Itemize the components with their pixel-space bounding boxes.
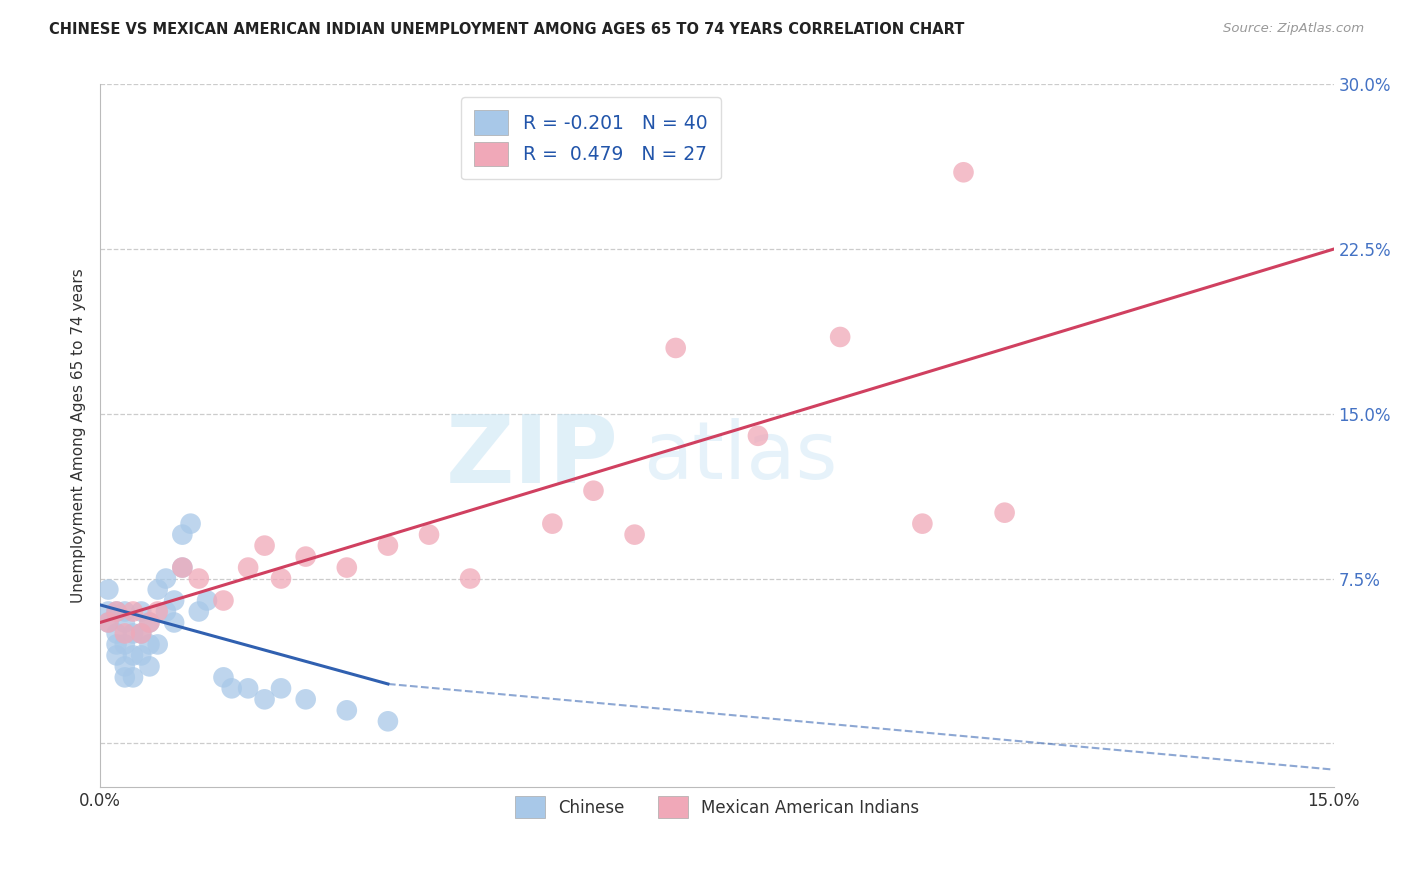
Point <box>114 605 136 619</box>
Point <box>180 516 202 531</box>
Point <box>155 605 177 619</box>
Point <box>294 692 316 706</box>
Point <box>336 703 359 717</box>
Point <box>952 165 974 179</box>
Point <box>253 539 276 553</box>
Point <box>105 648 128 663</box>
Point <box>129 648 152 663</box>
Point <box>195 593 218 607</box>
Point <box>163 615 186 630</box>
Point <box>747 429 769 443</box>
Point <box>114 659 136 673</box>
Point <box>129 626 152 640</box>
Point <box>129 626 152 640</box>
Point <box>146 605 169 619</box>
Point <box>253 692 276 706</box>
Point <box>187 605 209 619</box>
Point <box>114 670 136 684</box>
Point <box>155 572 177 586</box>
Point <box>212 670 235 684</box>
Point <box>994 506 1017 520</box>
Point <box>146 637 169 651</box>
Point <box>105 605 128 619</box>
Point <box>97 582 120 597</box>
Text: CHINESE VS MEXICAN AMERICAN INDIAN UNEMPLOYMENT AMONG AGES 65 TO 74 YEARS CORREL: CHINESE VS MEXICAN AMERICAN INDIAN UNEMP… <box>49 22 965 37</box>
Point <box>163 593 186 607</box>
Point <box>236 560 259 574</box>
Point <box>97 615 120 630</box>
Point <box>97 615 120 630</box>
Point <box>270 572 292 586</box>
Point <box>114 626 136 640</box>
Point <box>377 714 399 729</box>
Point <box>114 615 136 630</box>
Point <box>138 615 160 630</box>
Point <box>336 560 359 574</box>
Text: atlas: atlas <box>643 417 837 496</box>
Point <box>418 527 440 541</box>
Point <box>114 637 136 651</box>
Text: Source: ZipAtlas.com: Source: ZipAtlas.com <box>1223 22 1364 36</box>
Point <box>582 483 605 498</box>
Point <box>172 560 194 574</box>
Point <box>172 527 194 541</box>
Point <box>105 626 128 640</box>
Point <box>911 516 934 531</box>
Point <box>377 539 399 553</box>
Point <box>146 582 169 597</box>
Text: ZIP: ZIP <box>446 411 619 503</box>
Point <box>187 572 209 586</box>
Point <box>97 605 120 619</box>
Point <box>294 549 316 564</box>
Point <box>623 527 645 541</box>
Point <box>172 560 194 574</box>
Point <box>122 626 145 640</box>
Point <box>212 593 235 607</box>
Point <box>138 615 160 630</box>
Legend: Chinese, Mexican American Indians: Chinese, Mexican American Indians <box>508 789 925 824</box>
Point <box>458 572 481 586</box>
Point <box>270 681 292 696</box>
Point <box>122 648 145 663</box>
Point <box>122 670 145 684</box>
Point <box>138 659 160 673</box>
Point <box>541 516 564 531</box>
Point <box>830 330 852 344</box>
Point <box>122 605 145 619</box>
Point <box>129 605 152 619</box>
Point <box>105 637 128 651</box>
Point <box>221 681 243 696</box>
Y-axis label: Unemployment Among Ages 65 to 74 years: Unemployment Among Ages 65 to 74 years <box>72 268 86 603</box>
Point <box>105 605 128 619</box>
Point <box>665 341 688 355</box>
Point <box>138 637 160 651</box>
Point <box>236 681 259 696</box>
